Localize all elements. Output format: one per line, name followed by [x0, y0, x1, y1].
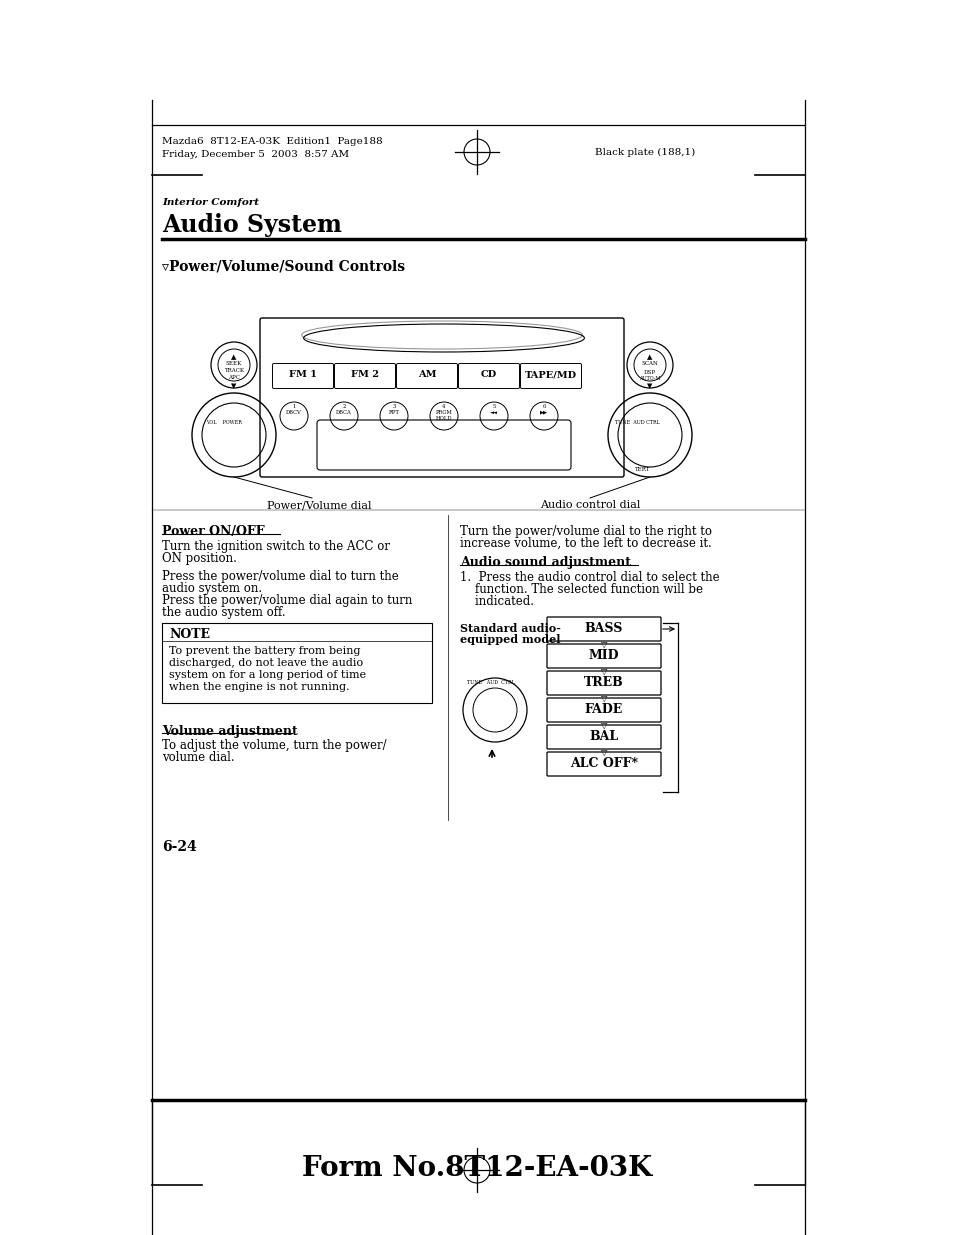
Text: Mazda6  8T12-EA-03K  Edition1  Page188: Mazda6 8T12-EA-03K Edition1 Page188	[162, 137, 382, 146]
Text: TREB: TREB	[583, 676, 623, 689]
Text: 6-24: 6-24	[162, 840, 196, 853]
Text: Turn the ignition switch to the ACC or: Turn the ignition switch to the ACC or	[162, 540, 390, 553]
Text: system on for a long period of time: system on for a long period of time	[169, 671, 366, 680]
Text: ▼: ▼	[647, 382, 652, 390]
Text: To adjust the volume, turn the power/: To adjust the volume, turn the power/	[162, 739, 386, 752]
Text: To prevent the battery from being: To prevent the battery from being	[169, 646, 360, 656]
Text: Friday, December 5  2003  8:57 AM: Friday, December 5 2003 8:57 AM	[162, 149, 349, 159]
Text: ▽: ▽	[600, 668, 607, 676]
Text: ▽: ▽	[600, 641, 607, 650]
Text: equipped model: equipped model	[459, 634, 560, 645]
Text: 4
PRGM
HOLD: 4 PRGM HOLD	[436, 404, 452, 421]
Text: ▽: ▽	[600, 695, 607, 703]
Text: TAPE/MD: TAPE/MD	[524, 370, 577, 379]
Text: BASS: BASS	[584, 622, 622, 635]
Text: audio system on.: audio system on.	[162, 582, 262, 595]
Text: Volume adjustment: Volume adjustment	[162, 725, 297, 739]
Bar	[162, 622, 432, 703]
Text: ▿Power/Volume/Sound Controls: ▿Power/Volume/Sound Controls	[162, 261, 405, 274]
Text: AM: AM	[417, 370, 436, 379]
Text: ▼: ▼	[231, 382, 236, 390]
Text: NOTE: NOTE	[169, 629, 210, 641]
Text: DSP: DSP	[643, 370, 656, 375]
Text: function. The selected function will be: function. The selected function will be	[459, 583, 702, 597]
Text: ▲: ▲	[231, 353, 236, 361]
Text: Audio sound adjustment: Audio sound adjustment	[459, 556, 630, 569]
Text: Turn the power/volume dial to the right to: Turn the power/volume dial to the right …	[459, 525, 711, 538]
Text: TERT: TERT	[634, 467, 649, 472]
Text: Audio control dial: Audio control dial	[539, 500, 639, 510]
Text: Form No.8T12-EA-03K: Form No.8T12-EA-03K	[301, 1155, 652, 1182]
Text: 3
RPT: 3 RPT	[388, 404, 399, 415]
Text: Power/Volume dial: Power/Volume dial	[267, 500, 371, 510]
Text: 5
◄◄: 5 ◄◄	[490, 404, 497, 415]
Text: ON position.: ON position.	[162, 552, 236, 564]
Text: FM 2: FM 2	[351, 370, 378, 379]
Text: 1.  Press the audio control dial to select the: 1. Press the audio control dial to selec…	[459, 571, 719, 584]
Text: Press the power/volume dial again to turn: Press the power/volume dial again to tur…	[162, 594, 412, 606]
Text: discharged, do not leave the audio: discharged, do not leave the audio	[169, 658, 363, 668]
Text: 1
DBCV: 1 DBCV	[286, 404, 301, 415]
Text: Press the power/volume dial to turn the: Press the power/volume dial to turn the	[162, 571, 398, 583]
Text: SEEK: SEEK	[226, 361, 242, 366]
Text: the audio system off.: the audio system off.	[162, 606, 285, 619]
Text: FADE: FADE	[584, 703, 622, 716]
Text: Black plate (188,1): Black plate (188,1)	[595, 148, 695, 157]
Text: 6
▶▶: 6 ▶▶	[539, 404, 547, 415]
Text: volume dial.: volume dial.	[162, 751, 234, 764]
Text: Audio System: Audio System	[162, 212, 341, 237]
Text: APC: APC	[228, 375, 240, 380]
Text: TRACK: TRACK	[224, 368, 244, 373]
Text: indicated.: indicated.	[459, 595, 534, 608]
Text: Power ON/OFF: Power ON/OFF	[162, 525, 264, 538]
Text: Standard audio-: Standard audio-	[459, 622, 560, 634]
Text: FM 1: FM 1	[289, 370, 316, 379]
Text: SCAN: SCAN	[641, 361, 658, 366]
Text: Interior Comfort: Interior Comfort	[162, 198, 258, 207]
Text: ▽: ▽	[600, 722, 607, 730]
Text: ALC OFF*: ALC OFF*	[569, 757, 638, 769]
Text: VOL    POWER: VOL POWER	[206, 420, 242, 425]
Text: ▲: ▲	[647, 353, 652, 361]
Text: AUTO-M: AUTO-M	[639, 375, 660, 382]
Text: when the engine is not running.: when the engine is not running.	[169, 682, 349, 692]
Text: increase volume, to the left to decrease it.: increase volume, to the left to decrease…	[459, 537, 711, 550]
Text: TUNE  AUD CTRL: TUNE AUD CTRL	[615, 420, 659, 425]
Text: ▽: ▽	[600, 748, 607, 757]
Text: CD: CD	[480, 370, 497, 379]
Text: MID: MID	[588, 650, 618, 662]
Text: BAL: BAL	[589, 730, 618, 743]
Text: 2
DBCA: 2 DBCA	[335, 404, 352, 415]
Text: TUNE   AUD  CTRL: TUNE AUD CTRL	[467, 680, 515, 685]
